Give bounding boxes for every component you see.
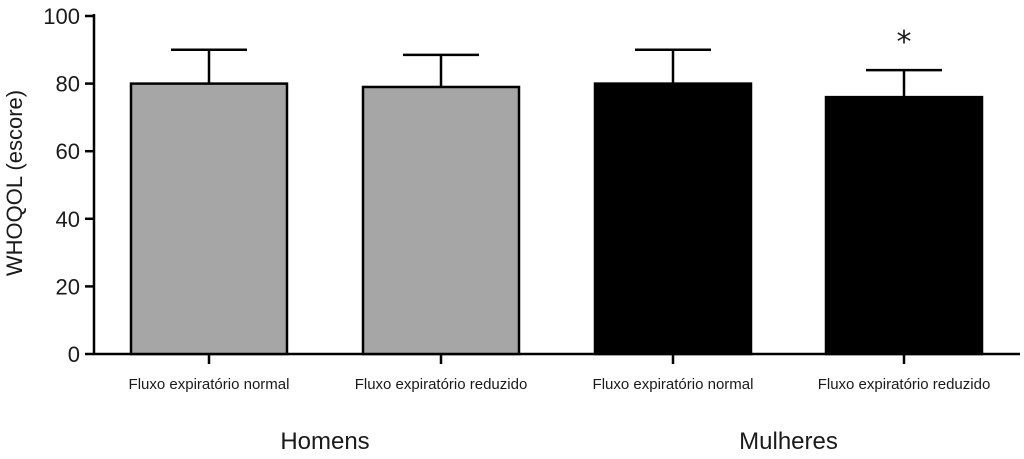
bar <box>824 95 984 356</box>
bar <box>129 82 289 356</box>
y-axis-title: WHOQOL (escore) <box>2 90 27 276</box>
category-label: Fluxo expiratório reduzido <box>818 376 991 393</box>
bar <box>593 82 753 356</box>
significance-asterisk: * <box>897 25 912 60</box>
category-label: Fluxo expiratório normal <box>593 376 754 393</box>
bar <box>361 85 521 356</box>
group-label: Homens <box>280 428 369 455</box>
category-label: Fluxo expiratório reduzido <box>355 376 528 393</box>
y-tick-label: 20 <box>56 274 80 299</box>
y-tick-label: 0 <box>68 342 80 367</box>
y-tick-label: 40 <box>56 207 80 232</box>
group-label: Mulheres <box>739 428 838 455</box>
y-tick-label: 100 <box>43 4 80 29</box>
category-label: Fluxo expiratório normal <box>129 376 290 393</box>
y-tick-label: 60 <box>56 139 80 164</box>
y-tick-label: 80 <box>56 72 80 97</box>
